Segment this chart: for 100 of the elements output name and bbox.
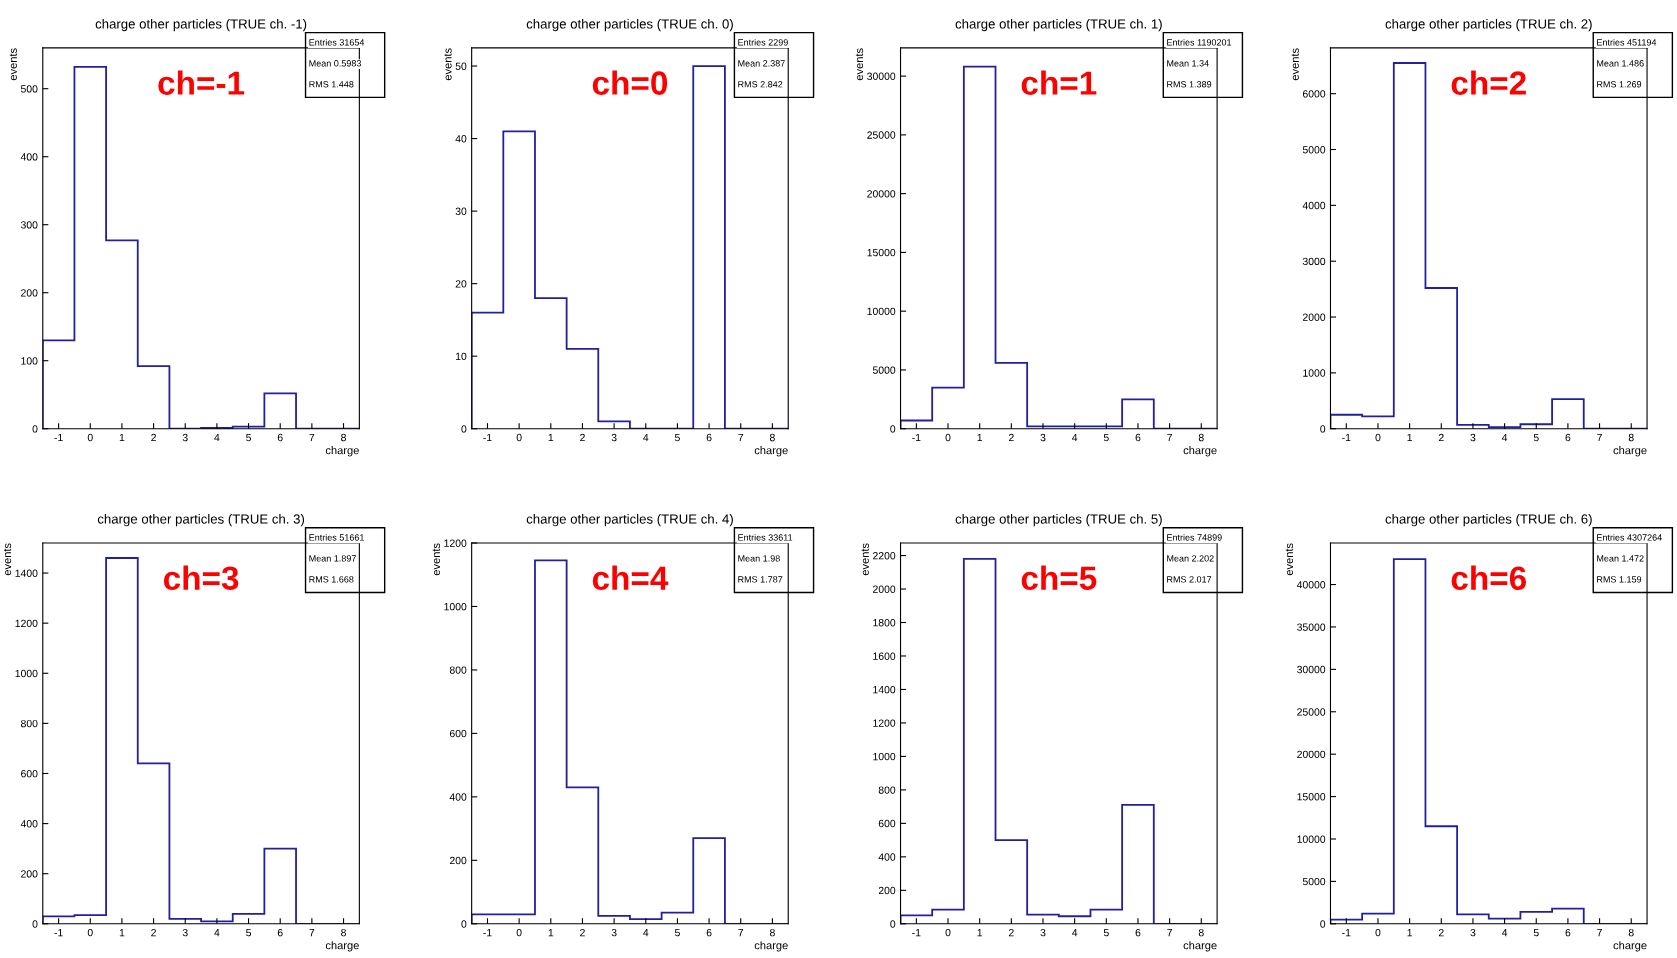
y-tick-label: 35000 — [1297, 623, 1326, 631]
x-tick-label: -1 — [483, 929, 492, 937]
y-tick-label: 5000 — [872, 366, 896, 374]
x-tick-label: 2 — [580, 928, 585, 937]
x-tick-label: 4 — [214, 433, 220, 442]
y-tick-label: 200 — [21, 289, 38, 297]
x-tick-label: 0 — [516, 928, 522, 937]
annotation: RMS 1.159 — [1597, 576, 1642, 583]
annotation: RMS 2.017 — [1167, 576, 1212, 583]
x-tick-label: 8 — [1198, 433, 1204, 442]
x-tick-label: 8 — [1628, 433, 1634, 442]
y-tick-label: 1000 — [873, 752, 896, 761]
annotation: RMS 1.269 — [1597, 81, 1642, 88]
x-tick-label: 7 — [738, 929, 744, 937]
x-tick-label: 3 — [611, 928, 617, 937]
x-tick-label: 3 — [1040, 928, 1046, 937]
x-tick-label: -1 — [912, 433, 921, 442]
y-tick-label: 1400 — [15, 569, 38, 577]
y-tick-label: 10 — [456, 352, 467, 361]
x-tick-label: 6 — [1565, 433, 1571, 442]
x-tick-label: 5 — [1103, 929, 1109, 937]
y-tick-label: 1200 — [873, 719, 896, 727]
y-tick-label: 500 — [20, 85, 38, 93]
y-tick-label: 0 — [32, 425, 38, 433]
y-tick-label: 5000 — [1302, 877, 1326, 886]
annotation: RMS 2.842 — [738, 81, 783, 88]
x-axis-title: charge — [1613, 446, 1647, 457]
x-tick-label: 6 — [706, 433, 712, 442]
x-tick-label: 0 — [945, 928, 951, 937]
y-tick-label: 15000 — [1297, 793, 1326, 801]
y-axis-title: events — [444, 48, 452, 81]
x-tick-label: 0 — [945, 433, 951, 442]
y-tick-label: 50 — [455, 62, 467, 70]
x-tick-label: -1 — [1342, 433, 1351, 442]
y-tick-label: 400 — [449, 793, 467, 801]
y-tick-label: 20000 — [867, 190, 896, 198]
chart-title: charge other particles (TRUE ch. 6) — [1385, 513, 1592, 527]
x-tick-label: 4 — [643, 929, 649, 937]
y-axis-title: events — [9, 48, 17, 81]
annotation: RMS 1.389 — [1167, 81, 1212, 88]
y-tick-label: 0 — [890, 920, 896, 928]
y-tick-label: 800 — [878, 786, 896, 794]
x-tick-label: 2 — [151, 433, 156, 442]
text: Entries 4307264 — [1597, 534, 1662, 541]
y-tick-label: 200 — [878, 886, 896, 895]
y-tick-label: 3000 — [1302, 257, 1326, 266]
x-tick-label: 0 — [1375, 433, 1381, 442]
x-tick-label: 5 — [1103, 433, 1109, 442]
x-tick-label: 0 — [87, 433, 93, 442]
y-tick-label: 20000 — [1297, 750, 1326, 759]
x-tick-label: 4 — [1501, 929, 1508, 937]
x-tick-label: 0 — [516, 433, 522, 442]
y-tick-label: 40000 — [1296, 581, 1326, 589]
x-axis-title: charge — [1183, 446, 1217, 457]
y-tick-label: 20 — [455, 280, 467, 288]
x-tick-label: 6 — [1135, 433, 1141, 442]
x-tick-label: 1 — [119, 433, 125, 442]
x-tick-label: 0 — [87, 928, 93, 937]
chart-title: charge other particles (TRUE ch. 5) — [955, 513, 1162, 527]
y-tick-label: 400 — [20, 153, 38, 161]
x-tick-label: -1 — [483, 433, 492, 442]
y-tick-label: 2000 — [1302, 313, 1326, 321]
x-tick-label: 6 — [1565, 928, 1571, 937]
annotation: Mean 2.387 — [738, 60, 785, 67]
y-tick-label: 300 — [20, 221, 38, 229]
x-tick-label: 1 — [548, 929, 554, 937]
x-tick-label: 1 — [548, 433, 554, 442]
x-axis-title: charge — [1183, 941, 1217, 952]
y-tick-label: 400 — [878, 853, 896, 861]
y-tick-label: 200 — [449, 856, 467, 865]
x-tick-label: 3 — [1040, 433, 1046, 442]
text: Entries 51661 — [309, 534, 364, 541]
x-tick-label: 4 — [214, 929, 220, 937]
chart-title: charge other particles (TRUE ch. 3) — [97, 513, 305, 527]
y-tick-label: 800 — [449, 666, 467, 674]
x-tick-label: 7 — [1597, 433, 1602, 442]
x-tick-label: 2 — [1438, 928, 1444, 937]
annotation: Mean 2.202 — [1167, 555, 1214, 562]
x-tick-label: 2 — [580, 433, 585, 442]
y-tick-label: 10000 — [867, 307, 896, 316]
x-axis-title: charge — [754, 941, 788, 952]
x-tick-label: 1 — [1407, 929, 1413, 937]
y-axis-title: events — [861, 543, 869, 576]
x-tick-label: 7 — [1167, 433, 1172, 442]
y-tick-label: 100 — [21, 357, 38, 365]
y-tick-label: 1000 — [444, 602, 467, 611]
x-tick-label: 4 — [643, 433, 649, 442]
chart-title: charge other particles (TRUE ch. 1) — [955, 18, 1162, 32]
annotation: ch=0 — [592, 70, 668, 95]
y-tick-label: 30 — [455, 207, 467, 215]
text: Entries 1190201 — [1167, 38, 1232, 46]
x-tick-label: 4 — [1071, 929, 1078, 937]
y-tick-label: 200 — [21, 870, 38, 878]
x-tick-label: 5 — [674, 929, 680, 937]
chart-title: charge other particles (TRUE ch. -1) — [95, 18, 307, 32]
y-tick-label: 1400 — [873, 685, 896, 694]
y-tick-label: 0 — [461, 425, 467, 433]
y-tick-label: 5000 — [1302, 146, 1326, 154]
x-tick-label: 3 — [1470, 928, 1476, 937]
y-tick-label: 10000 — [1297, 835, 1326, 843]
